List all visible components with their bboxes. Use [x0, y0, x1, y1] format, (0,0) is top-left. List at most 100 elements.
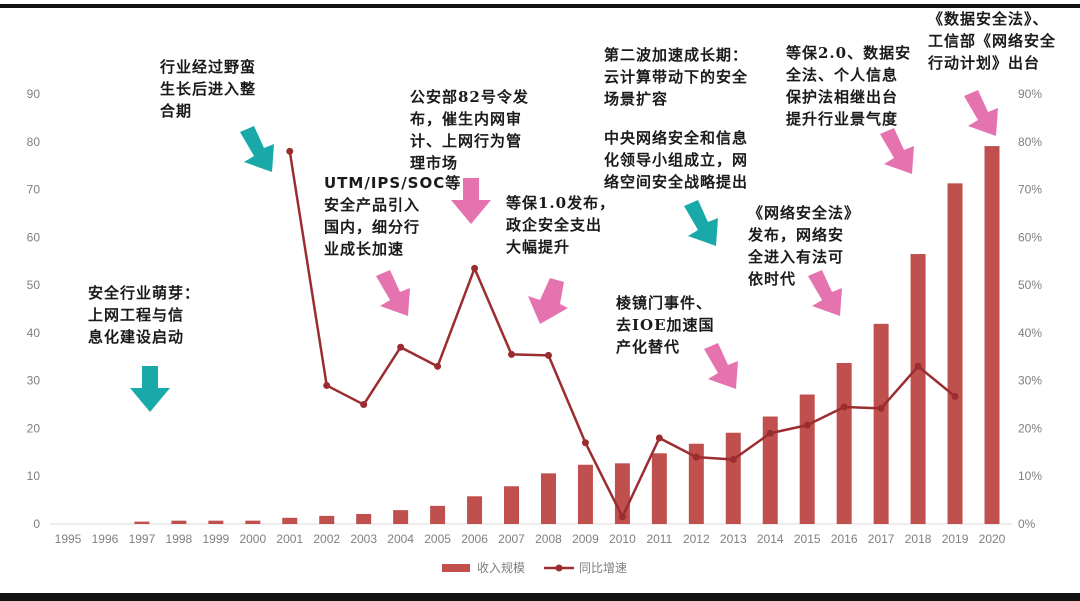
growth-point — [803, 421, 811, 429]
frame-bottom-border — [0, 593, 1080, 601]
revenue-bar — [799, 394, 815, 524]
annotation-prism-deioe: 棱镜门事件、 去IOE加速国 产化替代 — [616, 294, 715, 356]
x-axis-tick: 2017 — [868, 532, 895, 546]
x-axis-tick: 2000 — [239, 532, 266, 546]
revenue-bar — [725, 432, 741, 524]
legend-bar-swatch — [442, 564, 470, 572]
left-axis: 0 10 20 30 40 50 60 70 80 90 — [27, 87, 41, 531]
revenue-bar — [873, 323, 889, 524]
x-axis-tick: 1997 — [129, 532, 156, 546]
revenue-bar — [577, 464, 593, 524]
growth-point — [286, 147, 294, 155]
x-axis-tick: 2013 — [720, 532, 747, 546]
revenue-bar — [467, 496, 483, 524]
legend: 收入规模 同比增速 — [442, 560, 627, 575]
left-axis-tick: 70 — [27, 183, 41, 197]
x-axis-tick: 2018 — [905, 532, 932, 546]
x-axis-tick: 2006 — [461, 532, 488, 546]
arrow-down-right-icon — [684, 200, 718, 246]
left-axis-tick: 80 — [27, 135, 41, 149]
right-axis-tick: 40% — [1018, 326, 1042, 340]
growth-point — [729, 456, 737, 463]
annotation-utm-ips-soc: UTM/IPS/SOC等 安全产品引入 国内，细分行 业成长加速 — [324, 174, 462, 258]
x-axis-tick: 2002 — [313, 532, 340, 546]
revenue-bar — [504, 486, 520, 524]
annotation-cybersecurity-law: 《网络安全法》 发布，网络安 全进入有法可 依时代 — [748, 204, 861, 288]
growth-point — [618, 513, 626, 521]
growth-point — [323, 381, 331, 389]
growth-point — [914, 362, 922, 370]
annotation-cyber-leading-group: 中央网络安全和信息 化领导小组成立，网 络空间安全战略提出 — [604, 129, 749, 191]
x-axis-tick: 2014 — [757, 532, 784, 546]
revenue-bar — [208, 520, 224, 524]
x-axis-tick: 2001 — [276, 532, 303, 546]
x-axis: 1995 1996 1997 1998 1999 2000 2001 2002 2003 2004… — [55, 532, 1006, 546]
arrow-down-right-icon — [808, 270, 842, 316]
right-axis-tick: 20% — [1018, 421, 1042, 435]
x-axis-tick: 2015 — [794, 532, 821, 546]
right-axis-tick: 0% — [1018, 517, 1036, 531]
right-axis-tick: 60% — [1018, 230, 1042, 244]
revenue-bar — [430, 505, 446, 524]
arrow-down-icon — [130, 366, 170, 412]
legend-label-revenue: 收入规模 — [477, 560, 525, 575]
growth-point — [692, 453, 700, 461]
right-axis-tick: 10% — [1018, 469, 1042, 483]
x-axis-tick: 2005 — [424, 532, 451, 546]
x-axis-tick: 2003 — [350, 532, 377, 546]
right-axis: 0% 10% 20% 30% 40% 50% 60% 70% 80% 90% — [1018, 87, 1042, 531]
growth-point — [655, 434, 663, 442]
line-series-growth — [286, 147, 959, 521]
annotation-mlps-2: 等保2.0、数据安 全法、个人信息 保护法相继出台 提升行业景气度 — [786, 44, 912, 128]
growth-point — [471, 264, 479, 272]
revenue-bar — [171, 520, 187, 524]
x-axis-tick: 1995 — [55, 532, 82, 546]
left-axis-tick: 50 — [27, 278, 41, 292]
annotation-data-security-law: 《数据安全法》、 工信部《网络安全 行动计划》出台 — [928, 10, 1057, 72]
right-axis-tick: 30% — [1018, 374, 1042, 388]
revenue-bar — [947, 183, 963, 524]
legend-line-marker — [555, 564, 563, 572]
revenue-bar — [393, 510, 409, 524]
growth-point — [766, 429, 774, 437]
x-axis-tick: 2020 — [979, 532, 1006, 546]
arrow-down-right-icon — [376, 270, 410, 316]
revenue-bar — [245, 520, 261, 524]
legend-label-growth: 同比增速 — [579, 561, 627, 575]
revenue-bar — [282, 517, 298, 524]
revenue-bar — [540, 473, 556, 524]
revenue-bar — [762, 416, 778, 524]
arrow-down-right-icon — [240, 126, 274, 172]
left-axis-tick: 60 — [27, 230, 41, 244]
arrow-down-left-icon — [528, 278, 568, 324]
right-axis-tick: 50% — [1018, 278, 1042, 292]
arrow-down-right-icon — [964, 90, 998, 136]
arrow-down-right-icon — [704, 343, 738, 389]
revenue-bar — [984, 146, 1000, 525]
revenue-bar — [836, 362, 852, 524]
right-axis-tick: 90% — [1018, 87, 1042, 101]
left-axis-tick: 10 — [27, 469, 41, 483]
growth-point — [434, 362, 442, 370]
x-axis-tick: 1999 — [202, 532, 229, 546]
left-axis-tick: 0 — [33, 517, 40, 531]
arrow-down-right-icon — [880, 128, 914, 174]
growth-point — [508, 350, 516, 358]
revenue-bar — [651, 453, 667, 524]
x-axis-tick: 2012 — [683, 532, 710, 546]
x-axis-tick: 2011 — [646, 532, 672, 546]
growth-point — [397, 343, 405, 351]
right-axis-tick: 70% — [1018, 183, 1042, 197]
frame-top-border — [0, 4, 1080, 8]
annotation-consolidation: 行业经过野蛮 生长后进入整 合期 — [160, 58, 257, 120]
revenue-bar — [134, 521, 150, 524]
growth-point — [544, 351, 552, 359]
arrow-down-icon — [451, 178, 491, 224]
annotation-industry-sprout: 安全行业萌芽： 上网工程与信 息化建设启动 — [88, 284, 201, 346]
revenue-bar — [910, 254, 926, 525]
growth-point — [840, 403, 848, 411]
x-axis-tick: 2019 — [942, 532, 969, 546]
growth-point — [951, 392, 959, 400]
x-axis-tick: 2009 — [572, 532, 599, 546]
x-axis-tick: 2004 — [387, 532, 414, 546]
